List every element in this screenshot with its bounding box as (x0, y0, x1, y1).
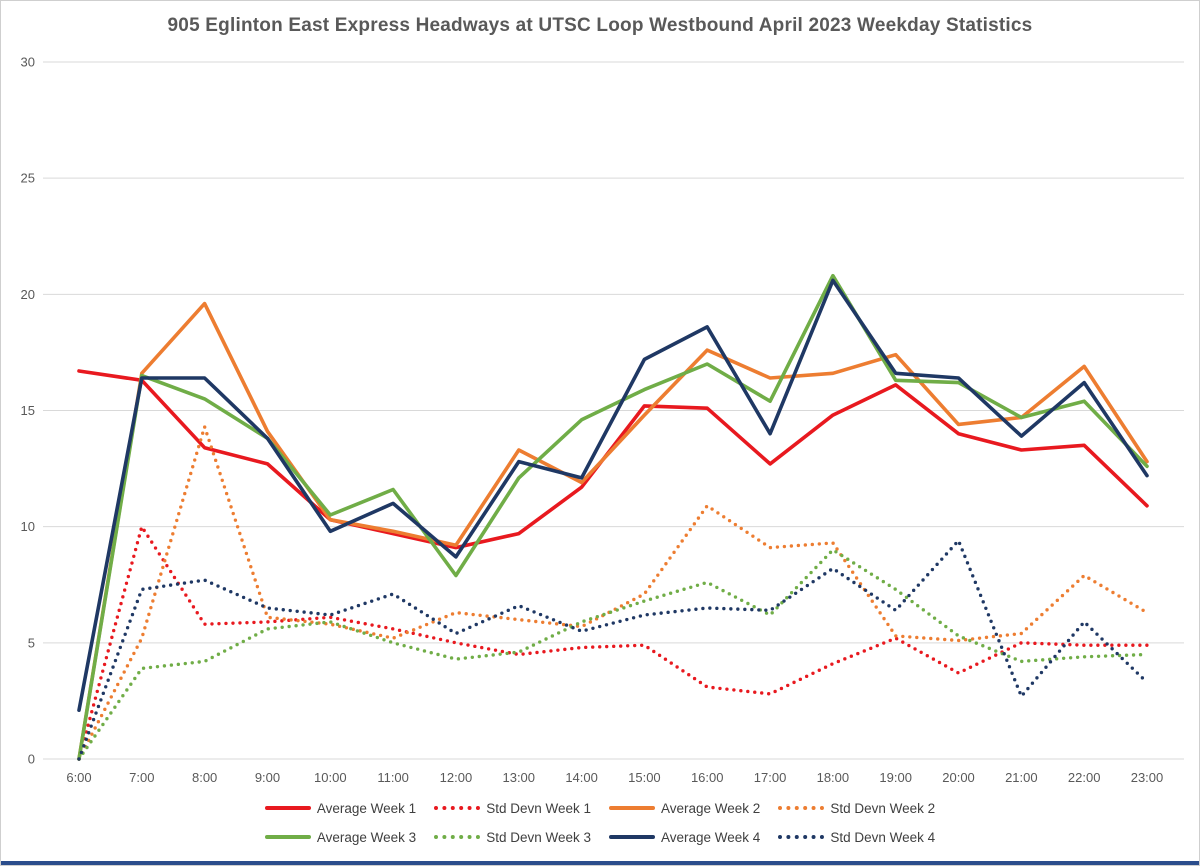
legend-item-average-week-4[interactable]: Average Week 4 (609, 830, 760, 845)
series-line-std-devn-week-4 (77, 538, 1149, 761)
legend-item-average-week-2[interactable]: Average Week 2 (609, 801, 760, 816)
x-axis-tick-label: 10:00 (314, 770, 347, 785)
y-axis-tick-label: 0 (28, 752, 35, 767)
x-axis-tick-label: 7:00 (129, 770, 154, 785)
legend-label-average-week-4: Average Week 4 (661, 829, 761, 845)
y-axis-tick-label: 20 (21, 287, 35, 302)
chart-title: 905 Eglinton East Express Headways at UT… (167, 15, 1033, 36)
legend-marker-std-devn-week-2 (778, 806, 825, 810)
legend-marker-average-week-3 (264, 835, 311, 839)
x-axis-tick-label: 18:00 (817, 770, 850, 785)
x-axis-tick-label: 6:00 (66, 770, 91, 785)
legend-item-std-devn-week-1[interactable]: Std Devn Week 1 (434, 801, 591, 816)
x-axis-tick-label: 21:00 (1005, 770, 1038, 785)
legend-label-average-week-3: Average Week 3 (316, 829, 417, 845)
y-axis-tick-label: 15 (21, 403, 35, 418)
legend-row-2: Average Week 3 Std Devn Week 3 Average Wee… (1, 826, 1199, 848)
legend-marker-std-devn-week-1 (434, 806, 481, 810)
x-axis-tick-label: 23:00 (1131, 770, 1164, 785)
x-axis-tick-label: 12:00 (440, 770, 473, 785)
legend-marker-std-devn-week-3 (434, 835, 481, 839)
legend-marker-std-devn-week-4 (778, 835, 825, 839)
x-axis-tick-label: 11:00 (377, 770, 409, 785)
legend-label-std-devn-week-4: Std Devn Week 4 (830, 829, 936, 845)
x-axis-tick-label: 20:00 (942, 770, 975, 785)
legend-marker-average-week-4 (609, 835, 655, 839)
legend-label-average-week-1: Average Week 1 (316, 800, 417, 816)
plot-area: 0 5 10 15 20 25 30 6:00 7:00 8:00 9:00 10:00 11:00 12… (21, 55, 1184, 785)
legend-item-std-devn-week-3[interactable]: Std Devn Week 3 (434, 830, 591, 845)
x-axis-tick-label: 22:00 (1068, 770, 1101, 785)
series-line-average-week-3 (77, 273, 1149, 761)
legend-item-average-week-3[interactable]: Average Week 3 (264, 829, 417, 845)
bottom-edge-bar (1, 861, 1199, 865)
y-axis-tick-label: 25 (21, 171, 35, 186)
x-axis-tick-label: 19:00 (879, 770, 912, 785)
x-axis-tick-label: 16:00 (691, 770, 724, 785)
x-axis-tick-label: 8:00 (192, 770, 217, 785)
legend-item-std-devn-week-4[interactable]: Std Devn Week 4 (778, 830, 935, 845)
legend-item-std-devn-week-2[interactable]: Std Devn Week 2 (778, 801, 935, 816)
series-line-average-week-2 (77, 301, 1149, 761)
series-line-std-devn-week-1 (77, 525, 1149, 761)
x-axis-tick-label: 13:00 (502, 770, 535, 785)
x-axis-tick-label: 15:00 (628, 770, 661, 785)
y-axis-tick-label: 30 (21, 55, 35, 70)
y-axis-tick-label: 5 (28, 635, 35, 650)
legend-label-std-devn-week-3: Std Devn Week 3 (486, 829, 591, 845)
x-axis-tick-label: 17:00 (754, 770, 787, 785)
legend-item-average-week-1[interactable]: Average Week 1 (264, 800, 417, 816)
legend-marker-average-week-1 (264, 806, 311, 810)
legend-label-std-devn-week-1: Std Devn Week 1 (486, 800, 591, 816)
x-axis-tick-label: 14:00 (565, 770, 598, 785)
series-line-average-week-4 (77, 278, 1149, 713)
series-line-std-devn-week-3 (77, 548, 1149, 761)
x-axis-tick-label: 9:00 (255, 770, 280, 785)
y-axis-tick-label: 10 (21, 519, 35, 534)
legend-label-std-devn-week-2: Std Devn Week 2 (830, 800, 936, 816)
series-line-std-devn-week-2 (77, 425, 1149, 761)
legend-marker-average-week-2 (609, 806, 655, 810)
legend-label-average-week-2: Average Week 2 (661, 800, 761, 816)
legend-row-1: Average Week 1 Std Devn Week 1 Average Wee… (1, 797, 1199, 819)
